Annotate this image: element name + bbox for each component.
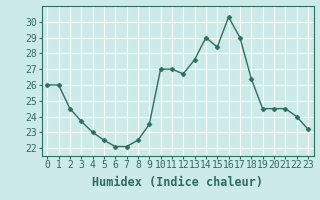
X-axis label: Humidex (Indice chaleur): Humidex (Indice chaleur) — [92, 176, 263, 189]
